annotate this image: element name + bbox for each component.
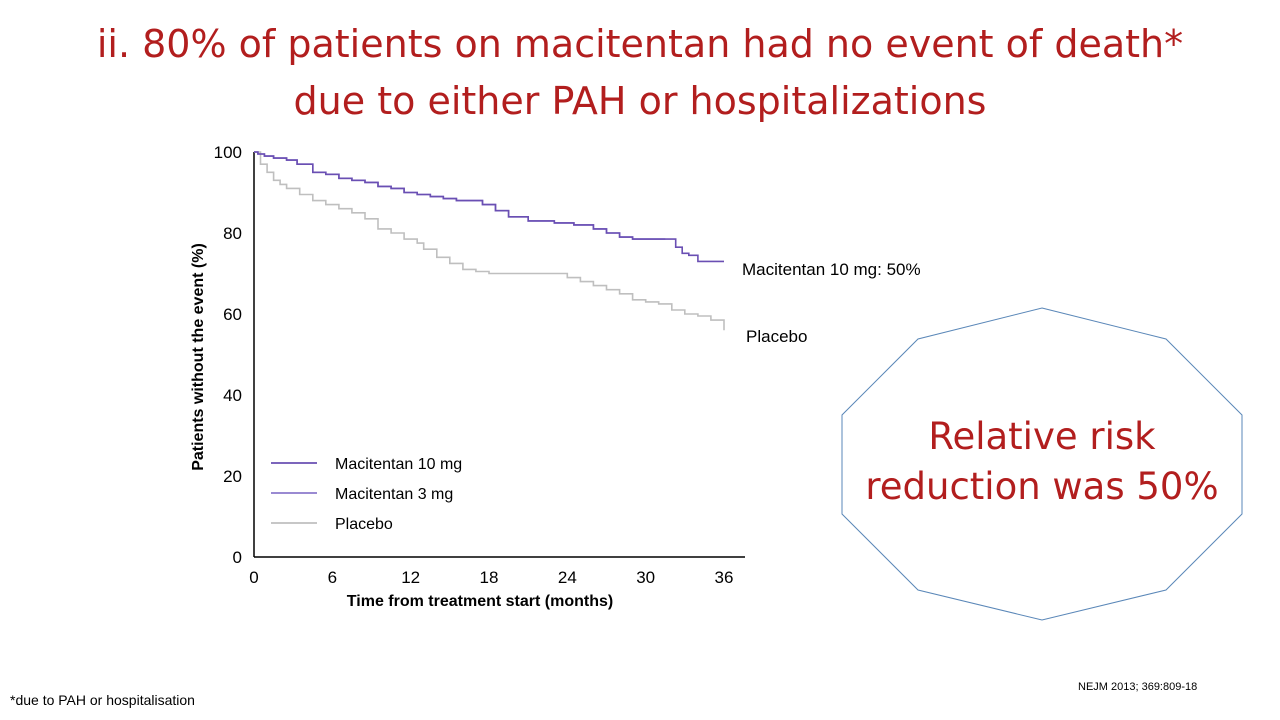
y-tick-label: 100 — [214, 143, 242, 162]
x-tick-label: 30 — [636, 568, 655, 587]
slide-title-line2: due to either PAH or hospitalizations — [293, 79, 987, 123]
x-tick-label: 6 — [328, 568, 337, 587]
y-tick-label: 40 — [223, 386, 242, 405]
citation: NEJM 2013; 369:809-18 — [1078, 681, 1198, 693]
x-tick-label: 18 — [480, 568, 499, 587]
callout-text: Relative risk reduction was 50% — [842, 412, 1242, 512]
series-line-placebo — [254, 151, 725, 331]
annotation-macitentan-10mg: Macitentan 10 mg: 50% — [742, 260, 921, 279]
callout-line2: reduction was 50% — [865, 465, 1219, 508]
x-tick-label: 24 — [558, 568, 577, 587]
y-tick-label: 20 — [223, 467, 242, 486]
slide-title-line1: ii. 80% of patients on macitentan had no… — [96, 22, 1184, 66]
annotation-placebo: Placebo — [746, 327, 807, 346]
x-axis-label: Time from treatment start (months) — [347, 593, 613, 610]
y-tick-label: 80 — [223, 224, 242, 243]
x-tick-label: 0 — [249, 568, 258, 587]
decagon-outline — [841, 307, 1243, 621]
series-line-macitentan-10-mg — [254, 151, 724, 263]
slide-title: ii. 80% of patients on macitentan had no… — [40, 16, 1240, 130]
x-tick-label: 12 — [401, 568, 420, 587]
legend-label: Macitentan 3 mg — [335, 486, 453, 503]
y-tick-label: 60 — [223, 305, 242, 324]
y-tick-label: 0 — [233, 548, 242, 567]
x-tick-label: 36 — [715, 568, 734, 587]
footnote: *due to PAH or hospitalisation — [10, 692, 195, 708]
y-axis-label: Patients without the event (%) — [190, 243, 207, 471]
legend-label: Macitentan 10 mg — [335, 456, 462, 473]
legend-label: Placebo — [335, 516, 393, 533]
callout-line1: Relative risk — [928, 415, 1156, 458]
